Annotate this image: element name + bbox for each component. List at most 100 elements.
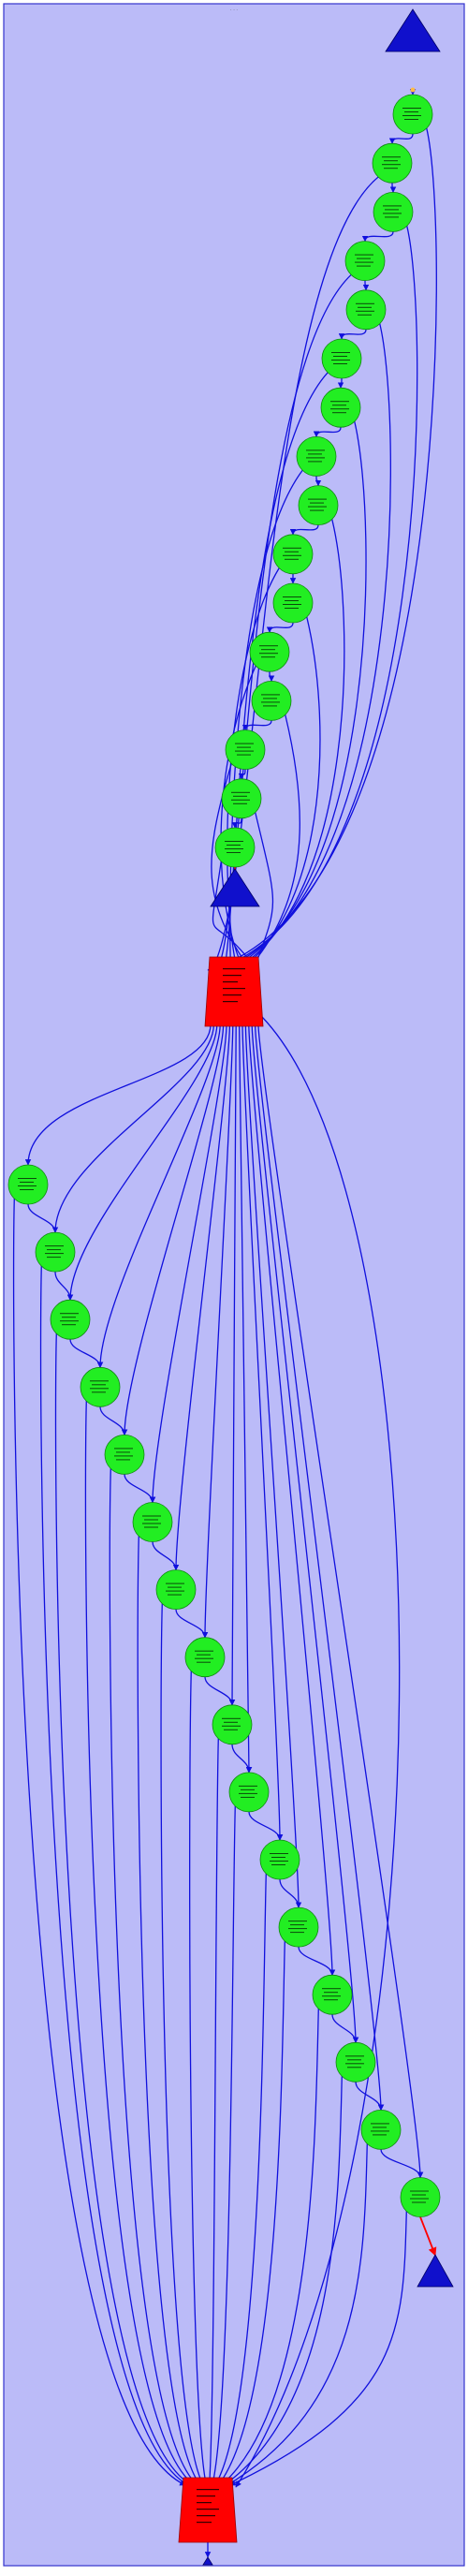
- edge-to-hub: [233, 519, 345, 971]
- node-text-line: [308, 453, 322, 455]
- green-node: [272, 534, 314, 575]
- edge-chain: [338, 329, 367, 340]
- node-text-line: [259, 645, 278, 647]
- node-text-line: [290, 1932, 304, 1934]
- node-text-line: [333, 363, 347, 364]
- node-text-line: [404, 119, 418, 120]
- edge-to-hub: [84, 1400, 196, 2486]
- node-text-line: [166, 1582, 184, 1584]
- hub-text-line: [223, 968, 245, 970]
- node-text-line: [270, 1861, 288, 1862]
- hub-node-upper: [204, 956, 264, 1027]
- node-text-line: [371, 2130, 389, 2132]
- node-text-line: [285, 600, 299, 601]
- green-node: [372, 142, 413, 184]
- node-text-line: [18, 1178, 37, 1179]
- node-text-line: [197, 1661, 211, 1663]
- green-node: [228, 1772, 270, 1813]
- node-text-line: [225, 848, 243, 849]
- node-text-line: [357, 265, 371, 267]
- edge-chain: [248, 1811, 284, 1841]
- edge-chain: [362, 280, 370, 291]
- node-text-line: [20, 1182, 34, 1183]
- node-text-line: [263, 698, 277, 699]
- node-text-line: [116, 1451, 130, 1453]
- edge-to-hub: [109, 1468, 198, 2486]
- edge-from-hub: [238, 1023, 253, 1774]
- edge-chain: [298, 1946, 336, 1976]
- node-text-line: [231, 799, 250, 801]
- edge-chain: [361, 231, 394, 243]
- hub-text-line: [223, 975, 241, 977]
- node-text-line: [404, 111, 418, 112]
- edge-to-hub: [214, 1873, 267, 2486]
- node-text-line: [116, 1459, 130, 1461]
- node-text-line: [331, 352, 350, 353]
- node-text-line: [62, 1324, 76, 1326]
- edges-layer: [12, 89, 437, 2558]
- edge-to-hub: [227, 2143, 368, 2486]
- node-text-line: [114, 1455, 133, 1457]
- edge-to-hub: [229, 2211, 407, 2486]
- node-text-line: [227, 852, 241, 853]
- node-text-line: [60, 1320, 79, 1322]
- edge-to-hub: [137, 1536, 201, 2486]
- node-text-line: [90, 1380, 109, 1382]
- node-text-line: [233, 802, 247, 804]
- node-text-line: [357, 258, 371, 259]
- node-text-line: [356, 302, 374, 304]
- node-text-line: [20, 1189, 34, 1190]
- node-text-line: [241, 1796, 255, 1798]
- node-text-line: [412, 2201, 426, 2203]
- node-text-line: [324, 1992, 338, 1994]
- triangle-node-top: [385, 8, 441, 52]
- node-text-line: [222, 1725, 241, 1727]
- edge-to-hub: [246, 714, 300, 971]
- node-text-line: [285, 608, 299, 609]
- node-text-line: [45, 1253, 64, 1255]
- edge-from-hub: [121, 1023, 225, 1436]
- node-text-line: [263, 705, 277, 707]
- hub-text-line: [223, 988, 245, 990]
- triangle-node-middle: [210, 868, 260, 907]
- node-text-line: [333, 356, 347, 357]
- edge-chain: [27, 1203, 59, 1233]
- node-text-line: [385, 216, 399, 218]
- node-text-line: [358, 306, 372, 308]
- node-text-line: [259, 653, 278, 655]
- green-node: [35, 1231, 76, 1273]
- node-text-line: [271, 1864, 285, 1865]
- node-text-line: [233, 795, 247, 797]
- node-text-line: [197, 1654, 211, 1656]
- edge-chain: [266, 622, 294, 633]
- edge-to-hub: [206, 1738, 219, 2486]
- green-node: [272, 582, 314, 624]
- edge-chain: [175, 1609, 209, 1639]
- node-text-line: [225, 841, 243, 842]
- edge-to-hub: [12, 1198, 186, 2486]
- edge-chain: [279, 1878, 302, 1908]
- node-text-line: [142, 1515, 161, 1517]
- edge-to-hub: [216, 273, 352, 971]
- green-node: [345, 289, 387, 331]
- edge-chain: [313, 427, 342, 438]
- hub-text-line: [197, 2515, 215, 2517]
- node-text-line: [283, 547, 301, 549]
- edge-chain: [314, 476, 322, 487]
- node-text-line: [358, 314, 372, 316]
- node-text-line: [195, 1657, 213, 1659]
- edge-chain: [99, 1406, 128, 1436]
- node-text-line: [271, 1857, 285, 1858]
- node-text-line: [308, 498, 327, 500]
- edge-from-hub: [51, 1023, 215, 1233]
- hub-text-line: [223, 1001, 238, 1003]
- node-text-line: [283, 596, 301, 597]
- green-node: [373, 191, 414, 232]
- node-text-line: [373, 2134, 387, 2136]
- edge-chain: [204, 1676, 236, 1706]
- hub-text-line: [197, 2495, 215, 2497]
- green-node: [155, 1569, 197, 1610]
- node-text-line: [90, 1388, 109, 1390]
- node-text-line: [283, 604, 301, 605]
- green-node: [80, 1366, 121, 1407]
